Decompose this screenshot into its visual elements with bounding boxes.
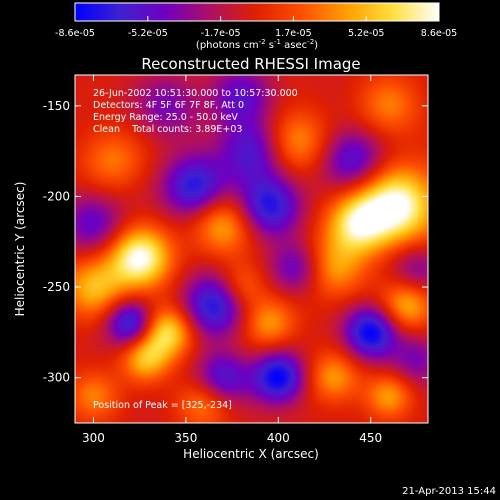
chart-title: Reconstructed RHESSI Image <box>141 55 360 73</box>
y-tick-label: -250 <box>43 280 70 294</box>
colorbar-tick-label: -8.6e-05 <box>55 28 95 39</box>
info-line: Detectors: 4F 5F 6F 7F 8F, Att 0 <box>93 100 244 111</box>
info-line: Clean Total counts: 3.89E+03 <box>93 124 242 135</box>
colorbar-tick-label: -1.7e-05 <box>201 28 241 39</box>
plot-frame <box>74 74 429 424</box>
info-block: 26-Jun-2002 10:51:30.000 to 10:57:30.000… <box>93 88 298 135</box>
info-line: Energy Range: 25.0 - 50.0 keV <box>93 112 238 123</box>
y-tick-label: -150 <box>43 99 70 113</box>
colorbar-tick-label: 1.7e-05 <box>275 28 311 39</box>
peak-position-label: Position of Peak = [325,-234] <box>93 400 232 411</box>
x-tick-label: 450 <box>359 431 382 445</box>
x-tick-label: 400 <box>267 431 290 445</box>
y-axis-label: Heliocentric Y (arcsec) <box>13 182 27 317</box>
colorbar-tick-label: -5.2e-05 <box>128 28 168 39</box>
colorbar-tick-label: 5.2e-05 <box>348 28 384 39</box>
colorbar-unit-label: (photons cm-2 s-1 asec-2) <box>196 38 318 51</box>
heatmap-image <box>75 75 428 423</box>
colorbar-ticks: -8.6e-05 -5.2e-05 -1.7e-05 1.7e-05 5.2e-05 8.… <box>55 16 457 39</box>
x-tick-label: 300 <box>82 431 105 445</box>
axis-ticks: 300 350 400 450 -150 -200 -250 -300 <box>43 75 428 445</box>
footer-date: 21-Apr-2013 15:44 <box>402 486 496 497</box>
x-axis-label: Heliocentric X (arcsec) <box>183 447 319 461</box>
colorbar <box>74 2 440 22</box>
y-tick-label: -300 <box>43 371 70 385</box>
info-line: 26-Jun-2002 10:51:30.000 to 10:57:30.000 <box>93 88 298 99</box>
y-tick-label: -200 <box>43 189 70 203</box>
colorbar-tick-label: 8.6e-05 <box>421 28 457 39</box>
x-tick-label: 350 <box>174 431 197 445</box>
